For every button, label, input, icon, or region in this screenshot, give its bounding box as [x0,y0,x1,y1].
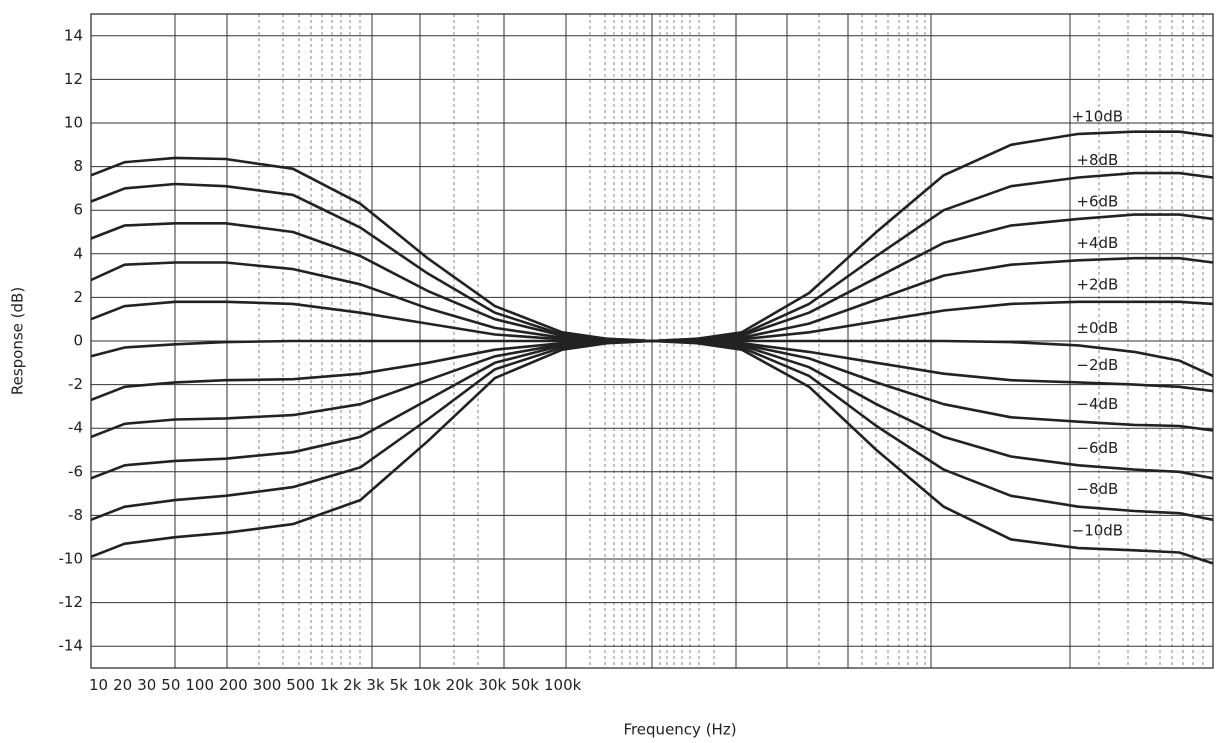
x-tick-label: 200 [219,676,248,694]
response-curve [90,339,1214,565]
x-tick-label: 100 [185,676,215,694]
x-tick-label: 10 [89,676,109,694]
curve-label: +6dB [1076,192,1118,210]
y-tick-label: -8 [68,506,83,524]
curve-label: +4dB [1076,234,1118,252]
x-tick-label: 30k [478,676,507,694]
x-tick-label: 20k [445,676,474,694]
x-tick-label: 3k [366,676,385,694]
x-tick-label: 2k [343,676,362,694]
x-tick-label: 100k [544,676,582,694]
x-tick-label: 300 [252,676,282,694]
curve-label: +8dB [1076,151,1118,169]
curve-label: −8dB [1076,480,1118,498]
x-tick-label: 5k [389,676,408,694]
plot-frame [90,13,1214,669]
y-tick-label: 14 [64,26,83,44]
x-tick-label: 1k [319,676,339,694]
y-tick-label: -4 [68,419,83,437]
curve-label: −4dB [1076,395,1118,413]
y-tick-label: -10 [59,550,84,568]
curve-label: −2dB [1076,356,1118,374]
x-tick-label: 50 [161,676,181,694]
y-tick-label: 4 [73,244,83,262]
y-tick-label: 8 [73,157,83,175]
x-tick-label: 50k [511,676,539,694]
y-axis-title: Response (dB) [9,287,27,395]
y-tick-label: -6 [68,462,83,480]
x-axis-title: Frequency (Hz) [623,721,736,739]
x-tick-label: 30 [137,676,157,694]
y-tick-label: -12 [59,593,84,611]
x-tick-label: 10k [412,676,441,694]
y-tick-label: 10 [64,114,83,132]
y-tick-label: -2 [68,375,83,393]
x-tick-label: 20 [113,676,133,694]
y-tick-label: 6 [73,201,83,219]
curve-label: +2dB [1076,275,1118,293]
y-tick-label: 0 [73,332,83,350]
y-tick-label: 12 [64,70,83,88]
y-tick-label: -14 [59,637,84,655]
y-tick-label: 2 [73,288,83,306]
curve-label: ±0dB [1076,319,1118,337]
curve-label: −6dB [1076,439,1118,457]
x-tick-label: 500 [286,676,315,694]
curve-label: +10dB [1072,107,1123,125]
curve-label: −10dB [1072,522,1123,540]
x-tick-labels: 10 20 30 50 100 200 300 500 1k 2k 3k 5k 10k 20k 30k 50k… [89,676,581,694]
